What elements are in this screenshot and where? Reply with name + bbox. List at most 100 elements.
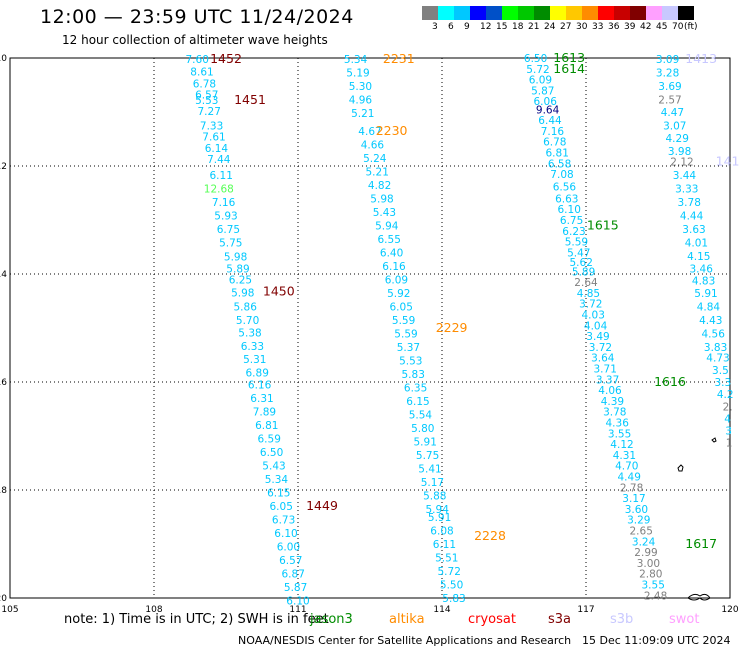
wave-height-value: 6.11 [433,539,456,551]
legend-value: 18 [512,22,524,32]
pass-time-label: 2229 [436,320,468,335]
wave-height-value: 6.89 [246,367,269,379]
wave-height-value: 5.70 [236,315,259,327]
longitude-tick-label: 111 [289,605,306,615]
pass-time-label: 1617 [685,536,717,551]
legend-swatch [550,6,566,20]
wave-height-value: 9.64 [536,104,560,116]
wave-height-value: 4.04 [584,320,608,332]
legend-value: 3 [432,22,438,32]
wave-height-value: 6.00 [277,542,300,554]
wave-height-value: 5.38 [238,327,261,339]
legend-value: 45 [656,22,668,32]
legend-value: 33 [592,22,604,32]
wave-height-value: 5.21 [366,166,389,178]
legend-value: 30 [576,22,588,32]
pass-time-label: 2228 [474,528,506,543]
wave-height-value: 5.43 [262,461,285,473]
legend-swatch [502,6,518,20]
wave-height-value: 4.01 [685,238,708,250]
legend-swatch [534,6,550,20]
wave-height-value: 4.2 [717,389,734,401]
wave-height-value: 4.49 [618,472,641,484]
wave-height-value: 4.70 [615,461,638,473]
wave-height-value: 5.98 [224,252,247,264]
wave-height-value: 6.57 [279,555,302,567]
wave-height-value: 5.51 [435,553,458,565]
wave-height-value: 5.91 [414,436,437,448]
wave-height-value: 3.98 [668,146,691,158]
wave-height-value: 5.54 [409,409,433,421]
wave-height-value: 5.94 [375,220,399,232]
wave-height-value: 4.82 [368,180,391,192]
page-title: 12:00 — 23:59 UTC 11/24/2024 [40,6,354,28]
legend-unit: (ft) [684,22,698,32]
wave-height-value: 4.36 [606,418,630,430]
wave-height-value: 6.75 [217,224,240,236]
wave-height-value: 5.91 [694,288,717,300]
wave-height-value: 3.29 [627,515,650,527]
wave-height-value: 6.56 [553,182,577,194]
wave-height-value: 6.81 [546,148,569,160]
wave-height-value: 5.91 [428,512,451,524]
pass-time-label: 2231 [383,51,415,66]
wave-height-value: 3.46 [690,264,714,276]
wave-height-value: 6.10 [274,528,297,540]
wave-height-value: 5.93 [214,211,237,223]
satellite-name: altika [389,612,425,627]
wave-height-value: 4 [724,414,731,426]
wave-height-value: 2.80 [639,569,662,581]
wave-height-value: 6.09 [529,75,552,87]
legend-swatch [486,6,502,20]
legend-swatch [422,6,438,20]
wave-height-value: 2.64 [574,277,598,289]
wave-height-value: 6.10 [558,204,581,216]
wave-height-value: 7.60 [186,54,209,66]
legend-swatch [518,6,534,20]
longitude-tick-label: 120 [721,605,738,615]
legend-swatch [470,6,486,20]
wave-height-value: 5.41 [418,463,441,475]
wave-height-value: 3.78 [678,197,701,209]
longitude-tick-label: 117 [577,605,594,615]
legend-swatch [454,6,470,20]
wave-height-value: 4.12 [610,439,633,451]
footer-note: note: 1) Time is in UTC; 2) SWH is in fe… [64,612,329,627]
wave-height-value: 6.33 [241,341,264,353]
wave-height-value: 5.88 [423,490,446,502]
wave-height-value: 3.33 [675,184,698,196]
legend-swatch [662,6,678,20]
wave-height-value: 6.15 [267,488,290,500]
legend-value: 27 [560,22,572,32]
longitude-tick-label: 108 [145,605,162,615]
wave-height-value: 6.05 [270,501,293,513]
wave-height-value: 3.07 [663,121,686,133]
wave-height-value: 6.81 [255,420,278,432]
wave-height-value: 5.86 [234,301,258,313]
wave-height-value: 6.09 [385,274,408,286]
pass-time-label: 1616 [654,374,686,389]
wave-height-value: 6.44 [538,115,562,127]
wave-height-value: 3 [725,426,732,438]
longitude-tick-label: 114 [433,605,450,615]
wave-height-value: 6.75 [560,215,583,227]
wave-height-value: 5.83 [442,593,465,605]
wave-height-value: 2.65 [630,526,653,538]
wave-height-value: 3.64 [591,353,615,365]
wave-height-value: 5.75 [416,450,439,462]
wave-height-value: 5.53 [195,95,218,107]
wave-height-value: 3.71 [594,364,617,376]
longitude-tick-label: 105 [1,605,18,615]
wave-height-value: 6.10 [286,596,309,608]
wave-height-value: 12.68 [204,184,234,196]
wave-height-value: 6.58 [548,158,571,170]
wave-height-value: 6.08 [430,526,453,538]
wave-height-value: 5.50 [440,580,463,592]
wave-height-value: 6.50 [260,447,283,459]
wave-height-value: 4.47 [661,107,684,119]
legend-value: 42 [640,22,652,32]
credit-text: NOAA/NESDIS Center for Satellite Applica… [238,634,572,647]
wave-height-value: 5.34 [344,54,368,66]
wave-height-value: 6.15 [406,396,429,408]
wave-height-value: 6.16 [382,261,406,273]
